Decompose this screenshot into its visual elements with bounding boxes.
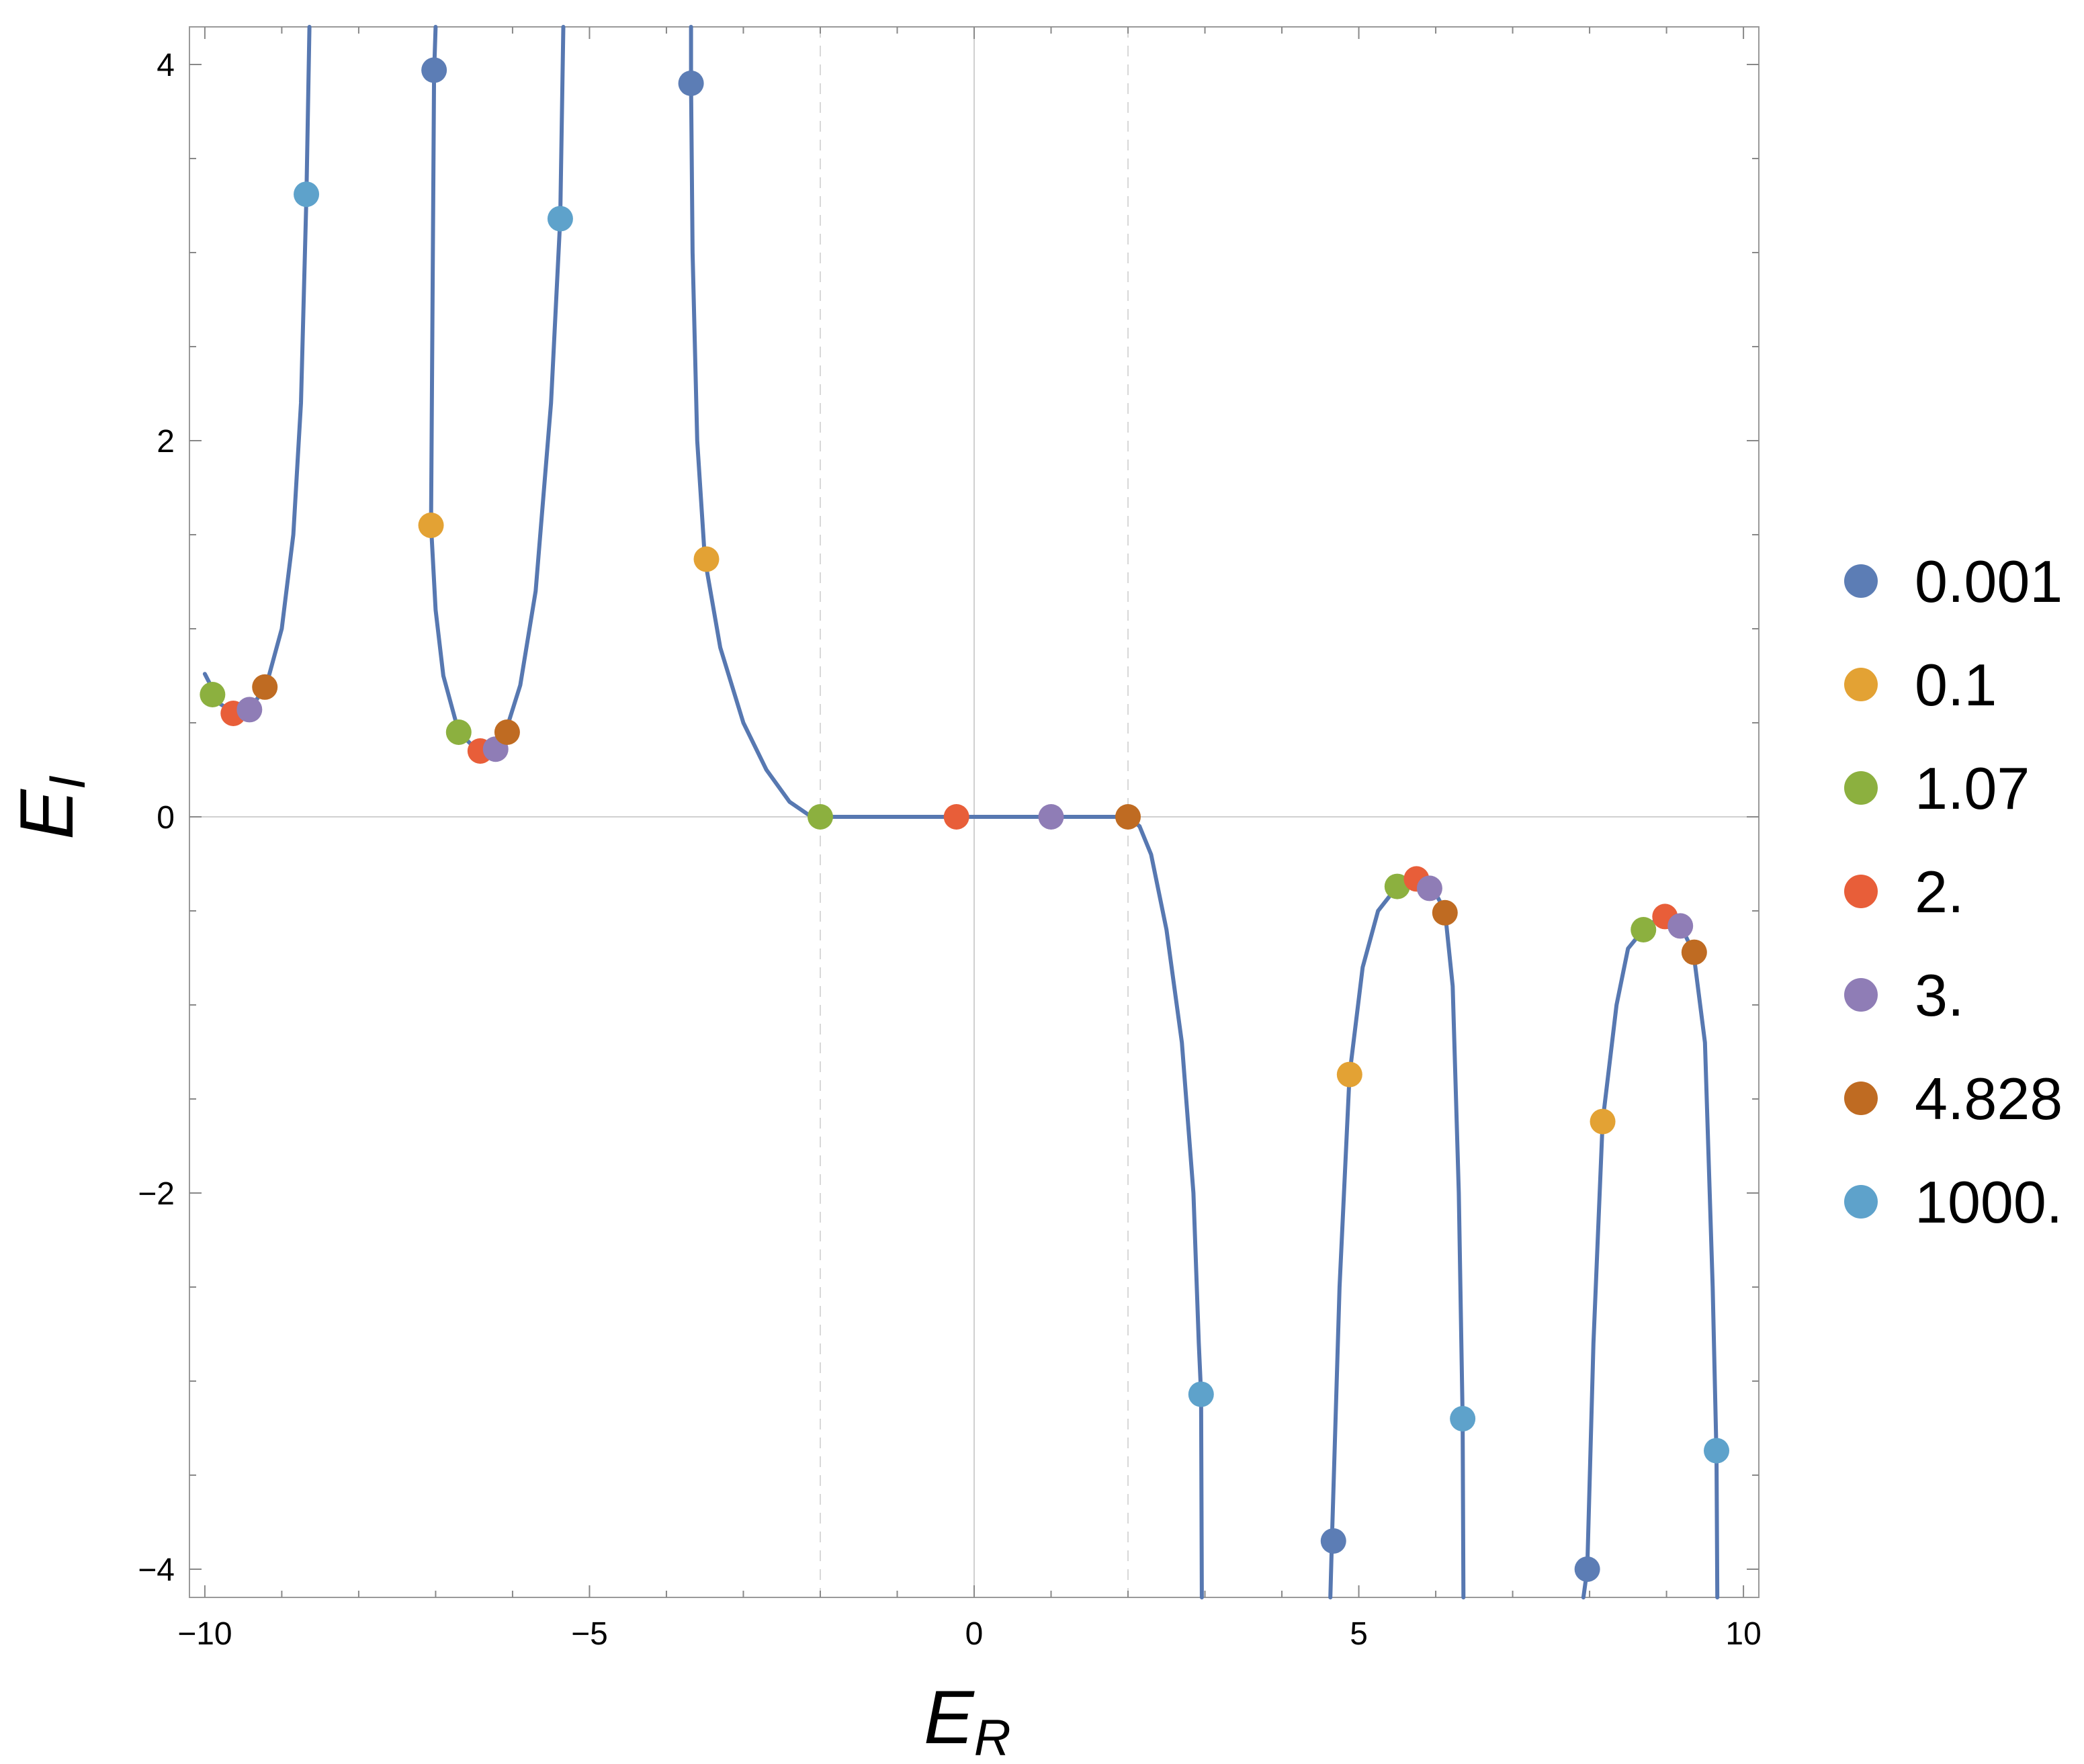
- x-tick-label: −5: [571, 1616, 608, 1652]
- data-point: [1450, 1406, 1476, 1431]
- x-tick-label: 0: [965, 1616, 984, 1652]
- data-point: [1432, 899, 1458, 926]
- data-point: [252, 674, 278, 700]
- legend-marker: [1844, 1185, 1878, 1219]
- data-point: [678, 71, 704, 96]
- x-tick-label: −10: [177, 1616, 232, 1652]
- legend-marker: [1844, 564, 1878, 598]
- data-point: [294, 181, 320, 208]
- x-tick-label: 5: [1350, 1616, 1368, 1652]
- data-point: [445, 719, 472, 745]
- data-point: [236, 697, 263, 723]
- x-tick-label: 10: [1725, 1616, 1761, 1652]
- legend-marker: [1844, 771, 1878, 805]
- legend-marker: [1844, 978, 1878, 1012]
- data-point: [494, 719, 520, 745]
- x-tick-labels: −10 −5 0 5 10: [177, 1616, 1762, 1652]
- y-tick-labels: −4 −2 0 2 4: [138, 48, 175, 1588]
- y-tick-label: 2: [157, 424, 175, 459]
- data-point: [1667, 913, 1694, 939]
- y-axis-label-main: E: [5, 789, 89, 840]
- data-point: [693, 546, 720, 572]
- data-point: [418, 513, 444, 538]
- x-axis-label: ER: [924, 1675, 1011, 1764]
- legend-label: 0.001: [1915, 548, 2063, 615]
- legend-label: 1.07: [1915, 755, 2030, 822]
- data-point: [1416, 875, 1442, 901]
- y-tick-label: −4: [138, 1552, 175, 1588]
- data-points: [200, 57, 1730, 1582]
- data-point: [1038, 804, 1064, 830]
- y-axis-label: EI: [5, 775, 96, 840]
- y-tick-label: −2: [138, 1176, 175, 1212]
- legend-label: 2.: [1915, 858, 1964, 925]
- x-axis-label-sub: R: [974, 1710, 1011, 1764]
- y-axis-label-sub: I: [39, 775, 96, 789]
- legend-label: 3.: [1915, 962, 1964, 1028]
- data-point: [807, 804, 833, 830]
- data-point: [1574, 1556, 1600, 1582]
- y-tick-label: 0: [157, 800, 175, 836]
- y-tick-label: 4: [157, 48, 175, 83]
- data-point: [1115, 804, 1141, 830]
- data-point: [1336, 1061, 1362, 1088]
- data-point: [1384, 873, 1410, 899]
- data-point: [1631, 917, 1657, 942]
- data-point: [1188, 1381, 1214, 1407]
- data-point: [1320, 1528, 1346, 1554]
- legend-marker: [1844, 1082, 1878, 1115]
- data-point: [1681, 939, 1707, 965]
- legend: 0.001 0.1 1.07 2. 3. 4.828 1000.: [1844, 548, 2063, 1235]
- data-point: [1590, 1108, 1616, 1135]
- legend-label: 1000.: [1915, 1169, 2063, 1235]
- legend-label: 0.1: [1915, 652, 1997, 718]
- legend-marker: [1844, 875, 1878, 908]
- legend-label: 4.828: [1915, 1065, 2063, 1132]
- data-point: [1704, 1438, 1730, 1464]
- data-point: [943, 804, 969, 830]
- legend-marker: [1844, 668, 1878, 701]
- x-axis-label-main: E: [924, 1675, 975, 1759]
- data-point: [200, 682, 226, 707]
- data-point: [547, 206, 573, 232]
- data-point: [421, 57, 447, 83]
